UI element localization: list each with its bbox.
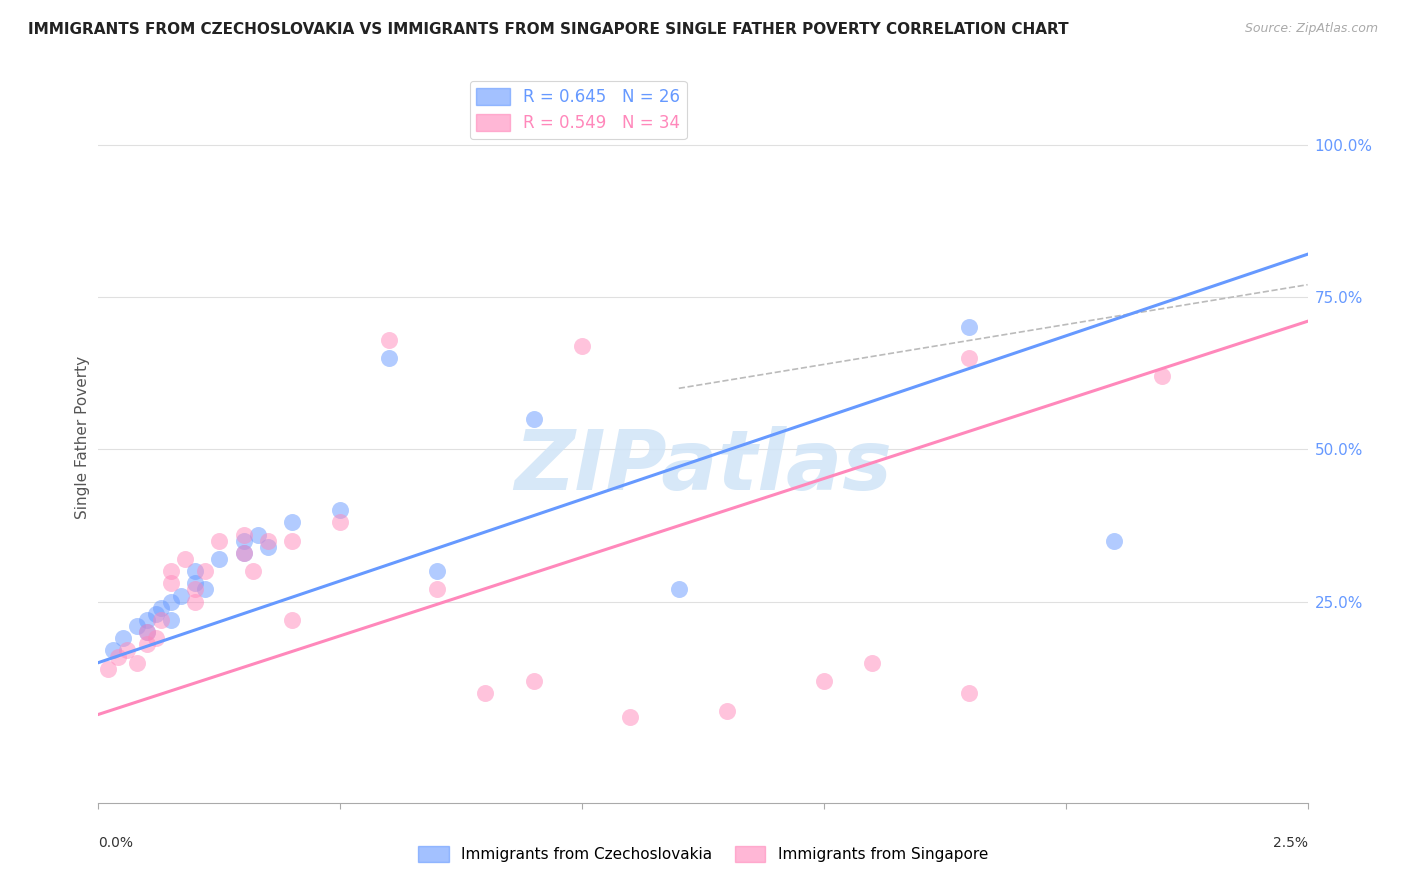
Point bbox=[107, 649, 129, 664]
Text: IMMIGRANTS FROM CZECHOSLOVAKIA VS IMMIGRANTS FROM SINGAPORE SINGLE FATHER POVERT: IMMIGRANTS FROM CZECHOSLOVAKIA VS IMMIGR… bbox=[28, 22, 1069, 37]
Point bbox=[813, 673, 835, 688]
Point bbox=[160, 564, 183, 578]
Point bbox=[957, 686, 980, 700]
Point bbox=[232, 546, 254, 560]
Text: 2.5%: 2.5% bbox=[1272, 836, 1308, 850]
Point bbox=[184, 594, 207, 608]
Point bbox=[208, 552, 231, 566]
Point bbox=[135, 637, 157, 651]
Point bbox=[256, 540, 278, 554]
Point bbox=[619, 710, 641, 724]
Point bbox=[97, 662, 120, 676]
Point bbox=[184, 564, 207, 578]
Point bbox=[256, 533, 278, 548]
Point bbox=[169, 589, 191, 603]
Point bbox=[160, 594, 183, 608]
Point bbox=[111, 632, 134, 646]
Point bbox=[135, 625, 157, 640]
Legend: R = 0.645   N = 26, R = 0.549   N = 34: R = 0.645 N = 26, R = 0.549 N = 34 bbox=[470, 81, 686, 139]
Text: Source: ZipAtlas.com: Source: ZipAtlas.com bbox=[1244, 22, 1378, 36]
Point bbox=[135, 613, 157, 627]
Point bbox=[232, 527, 254, 541]
Point bbox=[232, 533, 254, 548]
Point bbox=[184, 582, 207, 597]
Point bbox=[377, 351, 399, 365]
Point bbox=[150, 600, 173, 615]
Point bbox=[474, 686, 496, 700]
Point bbox=[101, 643, 124, 657]
Point bbox=[145, 632, 167, 646]
Point bbox=[281, 533, 304, 548]
Point bbox=[377, 333, 399, 347]
Y-axis label: Single Father Poverty: Single Father Poverty bbox=[75, 356, 90, 518]
Point bbox=[329, 516, 352, 530]
Point bbox=[1152, 369, 1174, 384]
Point bbox=[127, 619, 149, 633]
Point bbox=[860, 656, 883, 670]
Point bbox=[247, 527, 270, 541]
Point bbox=[145, 607, 167, 621]
Point bbox=[426, 564, 449, 578]
Point bbox=[281, 516, 304, 530]
Point bbox=[194, 582, 217, 597]
Point bbox=[232, 546, 254, 560]
Point bbox=[117, 643, 139, 657]
Point bbox=[160, 576, 183, 591]
Point bbox=[716, 705, 738, 719]
Point bbox=[150, 613, 173, 627]
Point bbox=[523, 412, 546, 426]
Point bbox=[242, 564, 264, 578]
Point bbox=[329, 503, 352, 517]
Point bbox=[523, 673, 546, 688]
Point bbox=[1102, 533, 1125, 548]
Point bbox=[174, 552, 197, 566]
Point bbox=[194, 564, 217, 578]
Point bbox=[127, 656, 149, 670]
Point bbox=[426, 582, 449, 597]
Point bbox=[281, 613, 304, 627]
Point bbox=[957, 351, 980, 365]
Point bbox=[135, 625, 157, 640]
Point bbox=[571, 338, 593, 352]
Point bbox=[160, 613, 183, 627]
Point bbox=[668, 582, 690, 597]
Text: 0.0%: 0.0% bbox=[98, 836, 134, 850]
Point bbox=[208, 533, 231, 548]
Point bbox=[184, 576, 207, 591]
Point bbox=[957, 320, 980, 334]
Text: ZIPatlas: ZIPatlas bbox=[515, 425, 891, 507]
